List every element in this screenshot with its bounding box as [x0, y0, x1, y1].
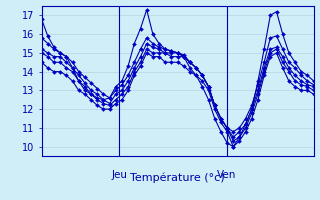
- Text: Ven: Ven: [217, 170, 236, 180]
- X-axis label: Température (°c): Température (°c): [130, 173, 225, 183]
- Text: Jeu: Jeu: [111, 170, 127, 180]
